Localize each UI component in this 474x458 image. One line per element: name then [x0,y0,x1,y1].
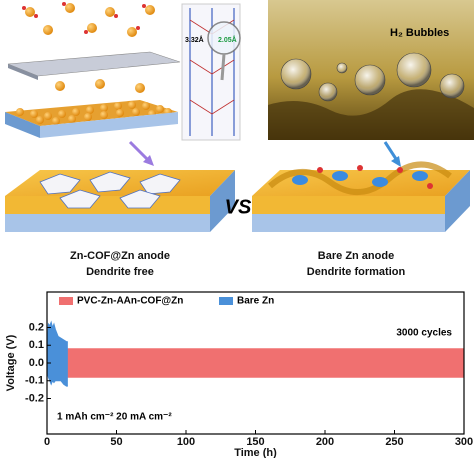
bare-anode-slab [252,161,470,232]
voltage-upper [46,320,68,355]
y-tick-label: 0.0 [29,357,44,369]
legend-label: PVC-Zn-AAn-COF@Zn [77,296,183,307]
bubble-photo: H₂ Bubbles [268,0,474,140]
x-tick-label: 200 [316,436,334,448]
photo-label: H₂ Bubbles [390,27,449,39]
x-tick-label: 50 [110,436,122,448]
legend-label: Bare Zn [237,296,274,307]
x-tick-label: 250 [385,436,403,448]
x-tick-label: 0 [44,436,50,448]
versus: VS [225,196,252,218]
y-tick-label: 0.2 [29,321,44,333]
y-axis-label: Voltage (V) [5,334,17,391]
cof-structure-inset: 3.32Å 2.05Å [181,3,241,141]
arrow-head [391,156,401,167]
caption: Zn-COF@Zn anode [70,250,170,262]
caption: Dendrite free [86,266,154,278]
arrow-head [143,155,154,166]
voltage-band [47,322,68,387]
y-tick-label: -0.2 [25,392,44,404]
x-axis-label: Time (h) [234,447,277,458]
x-tick-label: 150 [246,436,264,448]
bond-label: 2.05Å [218,35,237,44]
bond-label: 3.32Å [185,35,204,44]
annotation: 1 mAh cm⁻² 20 mA cm⁻² [57,412,172,423]
voltage-lower [46,371,68,387]
y-tick-label: -0.1 [25,375,44,387]
legend-swatch [219,297,233,305]
x-tick-label: 300 [455,436,473,448]
y-tick-label: 0.1 [29,339,44,351]
annotation: 3000 cycles [396,328,452,339]
voltage-band [47,348,464,378]
deposition-illustration [5,2,181,138]
caption: Dendrite formation [307,266,406,278]
cof-anode-slab [5,170,235,232]
caption: Bare Zn anode [318,250,394,262]
legend-swatch [59,297,73,305]
x-tick-label: 100 [177,436,195,448]
voltage-chart: 0 50 100 150 200 250 300 -0.2 -0.1 0.0 0.1 0.2 Time … [5,291,473,458]
